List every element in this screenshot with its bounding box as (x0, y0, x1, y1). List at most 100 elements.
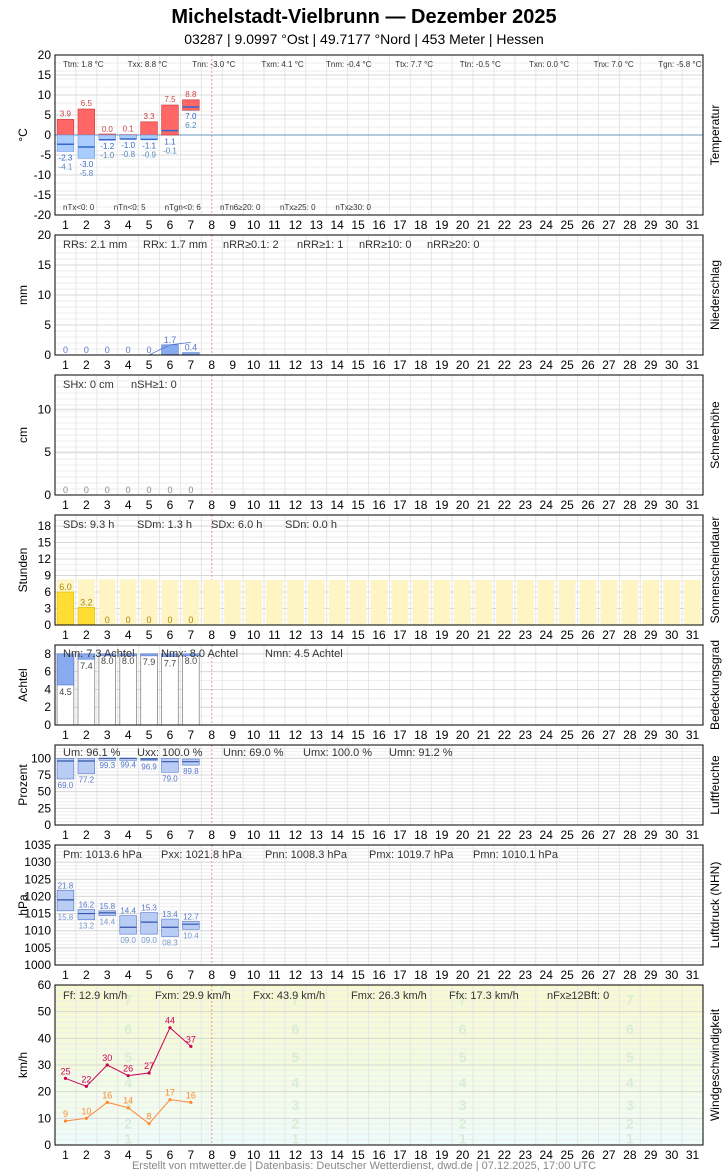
x-tick-label: 6 (167, 828, 174, 842)
x-tick-label: 7 (188, 968, 195, 982)
y-tick-label: 5 (44, 445, 51, 459)
y-tick-label: -20 (34, 208, 52, 222)
x-tick-label: 11 (268, 358, 281, 372)
x-tick-label: 19 (435, 218, 449, 232)
x-tick-label: 3 (104, 728, 111, 742)
data-label-pressure-min: 14.4 (99, 918, 115, 927)
stat-label: nRR≥1: 1 (297, 239, 343, 251)
x-tick-label: 22 (498, 628, 512, 642)
stat-label: nTx≥25: 0 (280, 203, 316, 212)
beaufort-band (55, 1094, 703, 1116)
x-tick-label: 29 (644, 498, 658, 512)
y-tick-label: 20 (38, 48, 52, 62)
sun-potential-bar (496, 579, 513, 625)
sun-potential-bar (370, 579, 388, 625)
plot-border (54, 744, 704, 826)
x-tick-label: 17 (393, 828, 407, 842)
temp-max-bar (77, 108, 96, 136)
data-label-cloud: 8.0 (101, 656, 114, 666)
beaufort-band (55, 1131, 703, 1145)
beaufort-number: 6 (459, 1021, 467, 1037)
x-tick-label: 30 (665, 628, 679, 642)
y-tick-label: 2 (44, 700, 51, 714)
stat-label: SDx: 6.0 h (211, 519, 262, 531)
x-tick-label: 19 (435, 728, 449, 742)
stat-label: Um: 96.1 % (63, 747, 121, 759)
axis-label-y: km/h (16, 1052, 30, 1078)
x-tick-label: 19 (435, 358, 449, 372)
x-tick-label: 26 (581, 628, 595, 642)
y-tick-label: -15 (34, 188, 52, 202)
data-label-pressure-min: 08.3 (162, 939, 178, 948)
x-tick-label: 7 (188, 1148, 195, 1162)
data-label-wind-max: 44 (165, 1016, 175, 1026)
beaufort-number: 7 (124, 992, 132, 1008)
sun-potential-bar (516, 579, 534, 625)
stat-label: SDn: 0.0 h (285, 519, 337, 531)
stat-label: nTgn<0: 6 (165, 203, 202, 212)
plot-border (54, 644, 704, 726)
stat-label: SHx: 0 cm (63, 379, 114, 391)
x-tick-label: 20 (456, 1148, 470, 1162)
stat-label: Fmx: 26.3 km/h (351, 990, 427, 1002)
side-label: Temperatur (708, 105, 722, 166)
x-tick-label: 18 (414, 728, 428, 742)
x-tick-label: 18 (414, 968, 428, 982)
stat-label: Fxm: 29.9 km/h (155, 990, 231, 1002)
x-tick-label: 17 (393, 498, 407, 512)
data-label-wind-mean: 10 (81, 1106, 91, 1116)
stat-label: Pmx: 1019.7 hPa (369, 849, 454, 861)
x-tick-label: 24 (540, 358, 554, 372)
y-tick-label: -5 (40, 148, 51, 162)
x-tick-label: 13 (310, 1148, 324, 1162)
stat-label: Tnm: -0.4 °C (326, 60, 372, 69)
y-tick-label: 1000 (24, 958, 51, 972)
data-label-tmean: -2.3 (59, 153, 73, 162)
x-tick-label: 14 (331, 358, 345, 372)
x-tick-label: 16 (372, 498, 386, 512)
x-tick-label: 20 (456, 828, 470, 842)
beaufort-number: 4 (124, 1074, 132, 1090)
x-tick-label: 13 (310, 498, 324, 512)
stat-label: nTx<0: 0 (63, 203, 95, 212)
side-label: Windgeschwindigkeit (708, 1008, 722, 1121)
axis-label-y: Stunden (16, 548, 30, 593)
plot-border (54, 984, 704, 1146)
x-tick-label: 5 (146, 1148, 153, 1162)
pressure-range-bar (119, 915, 137, 935)
wind-max-point (189, 1044, 193, 1048)
stat-label: Pmn: 1010.1 hPa (473, 849, 559, 861)
wind-mean-point (84, 1116, 88, 1120)
x-tick-label: 6 (167, 358, 174, 372)
data-label-humidity: 77.2 (79, 776, 95, 785)
x-tick-label: 31 (686, 218, 700, 232)
x-tick-label: 4 (125, 218, 132, 232)
stat-label: Pxx: 1021.8 hPa (161, 849, 243, 861)
sun-potential-bar (349, 579, 367, 625)
x-tick-label: 10 (247, 498, 261, 512)
x-tick-label: 28 (623, 498, 637, 512)
y-tick-label: 0 (44, 348, 51, 362)
x-tick-label: 9 (229, 358, 236, 372)
plot-border (54, 234, 704, 356)
beaufort-number: 6 (291, 1021, 299, 1037)
x-tick-label: 9 (229, 1148, 236, 1162)
data-label-pressure-max: 12.7 (183, 912, 199, 921)
y-tick-label: 25 (38, 801, 52, 815)
sun-potential-bar (307, 579, 325, 625)
x-tick-label: 8 (208, 358, 215, 372)
x-tick-label: 24 (540, 828, 554, 842)
x-tick-label: 8 (208, 628, 215, 642)
x-tick-label: 4 (125, 498, 132, 512)
x-tick-label: 8 (208, 218, 215, 232)
x-tick-label: 13 (310, 628, 324, 642)
temp-min-bar (56, 134, 75, 152)
x-tick-label: 14 (331, 1148, 345, 1162)
data-label-sun: 0 (167, 615, 172, 625)
x-tick-label: 1 (62, 498, 69, 512)
x-tick-label: 11 (268, 728, 281, 742)
stat-label: Nmn: 4.5 Achtel (265, 648, 343, 660)
cloud-mean-bar (56, 653, 75, 686)
